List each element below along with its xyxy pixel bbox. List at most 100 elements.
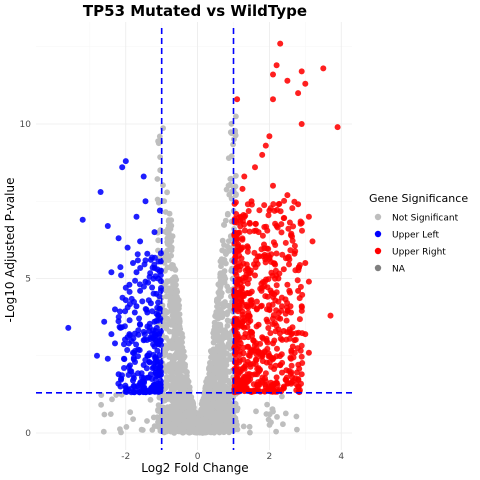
data-point-not-significant (225, 377, 232, 384)
data-point-upper-right (237, 290, 244, 297)
data-point-upper-left (108, 269, 115, 276)
data-point-upper-right (305, 213, 312, 220)
data-point-not-significant (228, 153, 235, 160)
data-point-upper-left (138, 374, 145, 381)
data-point-upper-right (253, 345, 260, 352)
data-point-upper-right (259, 232, 266, 239)
data-point-upper-right (267, 379, 274, 386)
data-point-upper-left (155, 275, 162, 282)
data-point-not-significant (170, 262, 176, 269)
data-point-upper-right (268, 251, 275, 258)
data-point-not-significant (227, 129, 234, 136)
data-point-not-significant (217, 278, 224, 285)
legend-key-not-significant (374, 213, 382, 221)
data-point-upper-right (252, 272, 258, 279)
data-point-not-significant (219, 342, 226, 348)
data-point-upper-right (289, 237, 296, 244)
data-point-not-significant (240, 423, 247, 430)
data-point-upper-left (131, 383, 138, 390)
data-point-not-significant (169, 403, 176, 410)
data-point-upper-right (241, 334, 248, 341)
data-point-not-significant (227, 176, 234, 182)
data-point-upper-left (146, 358, 153, 365)
data-point-upper-right (280, 383, 287, 390)
data-point-upper-left (130, 349, 136, 356)
data-point-not-significant (217, 321, 224, 328)
data-point-upper-left (146, 388, 153, 395)
data-point-upper-right (269, 321, 276, 327)
data-point-not-significant (168, 252, 175, 259)
data-point-not-significant (171, 392, 178, 398)
data-point-not-significant (207, 348, 214, 354)
data-point-not-significant (171, 357, 177, 363)
data-point-not-significant (203, 414, 210, 421)
data-point-not-significant (172, 282, 179, 288)
data-point-upper-right (231, 318, 238, 325)
data-point-not-significant (226, 247, 233, 254)
data-point-upper-left (131, 298, 137, 305)
data-point-upper-right (261, 241, 267, 248)
data-point-upper-right (234, 281, 241, 288)
data-point-upper-right (246, 219, 253, 226)
data-point-upper-right (299, 291, 306, 298)
data-point-upper-left (142, 198, 149, 205)
data-point-upper-left (124, 334, 131, 341)
data-point-not-significant (222, 217, 229, 224)
data-point-upper-right (269, 301, 276, 308)
tick-labels: -2 0 2 4 0 5 10 (20, 120, 345, 462)
data-point-not-significant (279, 393, 285, 400)
data-point-upper-right (284, 77, 291, 84)
data-point-not-significant (166, 222, 172, 229)
data-point-not-significant (118, 429, 124, 436)
data-point-upper-right (278, 229, 285, 236)
data-point-not-significant (180, 414, 187, 421)
data-point-not-significant (215, 375, 222, 381)
data-point-not-significant (273, 428, 279, 435)
data-point-upper-right (251, 261, 257, 268)
data-point-not-significant (123, 424, 130, 430)
data-point-upper-right (275, 298, 282, 305)
data-point-upper-right (280, 215, 287, 222)
chart-title: TP53 Mutated vs WildType (83, 2, 307, 20)
data-point-not-significant (274, 414, 280, 420)
data-point-not-significant (101, 411, 108, 418)
data-point-upper-right (298, 371, 305, 378)
data-point-upper-left (136, 281, 143, 288)
data-point-not-significant (187, 424, 194, 431)
data-point-upper-left (115, 371, 122, 378)
data-point-upper-right (284, 300, 291, 306)
data-point-upper-right (275, 201, 282, 208)
data-point-upper-right (288, 355, 294, 362)
data-point-upper-right (327, 312, 334, 319)
data-point-upper-left (97, 189, 104, 195)
data-point-not-significant (219, 300, 226, 307)
data-point-not-significant (168, 217, 175, 224)
data-point-upper-left (147, 270, 154, 277)
data-point-not-significant (247, 429, 253, 436)
data-point-upper-right (297, 347, 304, 354)
data-point-not-significant (223, 186, 230, 193)
data-point-upper-right (270, 96, 276, 103)
data-point-not-significant (230, 141, 237, 148)
data-point-not-significant (156, 133, 163, 140)
data-point-upper-left (147, 256, 154, 263)
data-point-upper-right (259, 284, 266, 291)
data-point-upper-right (239, 323, 246, 330)
data-point-upper-right (275, 309, 282, 316)
data-point-upper-right (248, 297, 255, 304)
data-point-not-significant (154, 176, 161, 182)
data-point-upper-right (271, 207, 278, 214)
data-point-upper-right (294, 277, 301, 284)
data-point-upper-right (245, 374, 252, 381)
data-point-not-significant (155, 237, 162, 244)
data-point-upper-right (268, 269, 275, 276)
data-point-not-significant (164, 241, 171, 248)
data-point-not-significant (227, 342, 234, 348)
data-point-not-significant (294, 426, 300, 433)
data-point-upper-right (244, 358, 251, 365)
data-point-upper-right (244, 244, 251, 251)
data-point-upper-right (265, 212, 272, 219)
data-point-upper-right (244, 312, 251, 319)
data-point-upper-right (239, 236, 246, 243)
data-point-not-significant (175, 298, 182, 305)
